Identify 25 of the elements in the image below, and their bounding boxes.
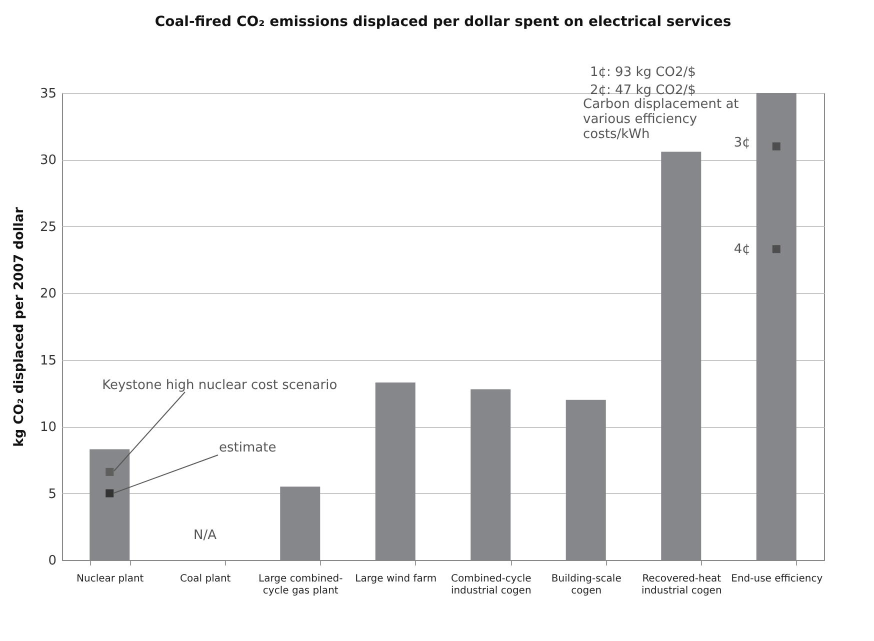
annotation: 4¢ [734,242,750,258]
x-tick-label: Combined-cycle industrial cogen [450,574,532,596]
y-tick-label: 10 [40,420,56,436]
x-tick-label: End-use efficiency [731,574,823,584]
annotation: Keystone high nuclear cost scenario [102,378,338,393]
y-tick-label: 30 [40,153,56,168]
y-tick-label: 25 [40,220,56,235]
annotation: estimate [219,440,276,456]
chart-title: Coal-fired CO₂ emissions displaced per dollar spent on electrical services [154,14,732,30]
x-tick-label: Large wind farm [355,574,437,584]
x-tick-label: Recovered-heat industrial cogen [641,574,722,596]
y-tick-label: 35 [40,86,56,102]
x-tick-label: Nuclear plant [76,574,144,584]
annotation: 3¢ [734,135,750,150]
y-tick-label: 15 [40,353,56,368]
text: 1¢: 93 kg CO2/$ [590,65,696,80]
x-tick-label: Coal plant [180,574,231,584]
x-tick-label: Building-scale cogen [551,574,622,596]
y-tick-label: 20 [40,286,56,302]
x-tick-label: Large combined-cycle gas plant [258,574,344,596]
annotation: 2¢: 47 kg CO2/$ [590,83,696,98]
annotation: N/A [194,528,217,543]
y-axis-title: kg CO₂ displaced per 2007 dollar [12,206,27,447]
y-tick-label: 5 [48,486,56,502]
y-tick-label: 0 [48,554,56,568]
